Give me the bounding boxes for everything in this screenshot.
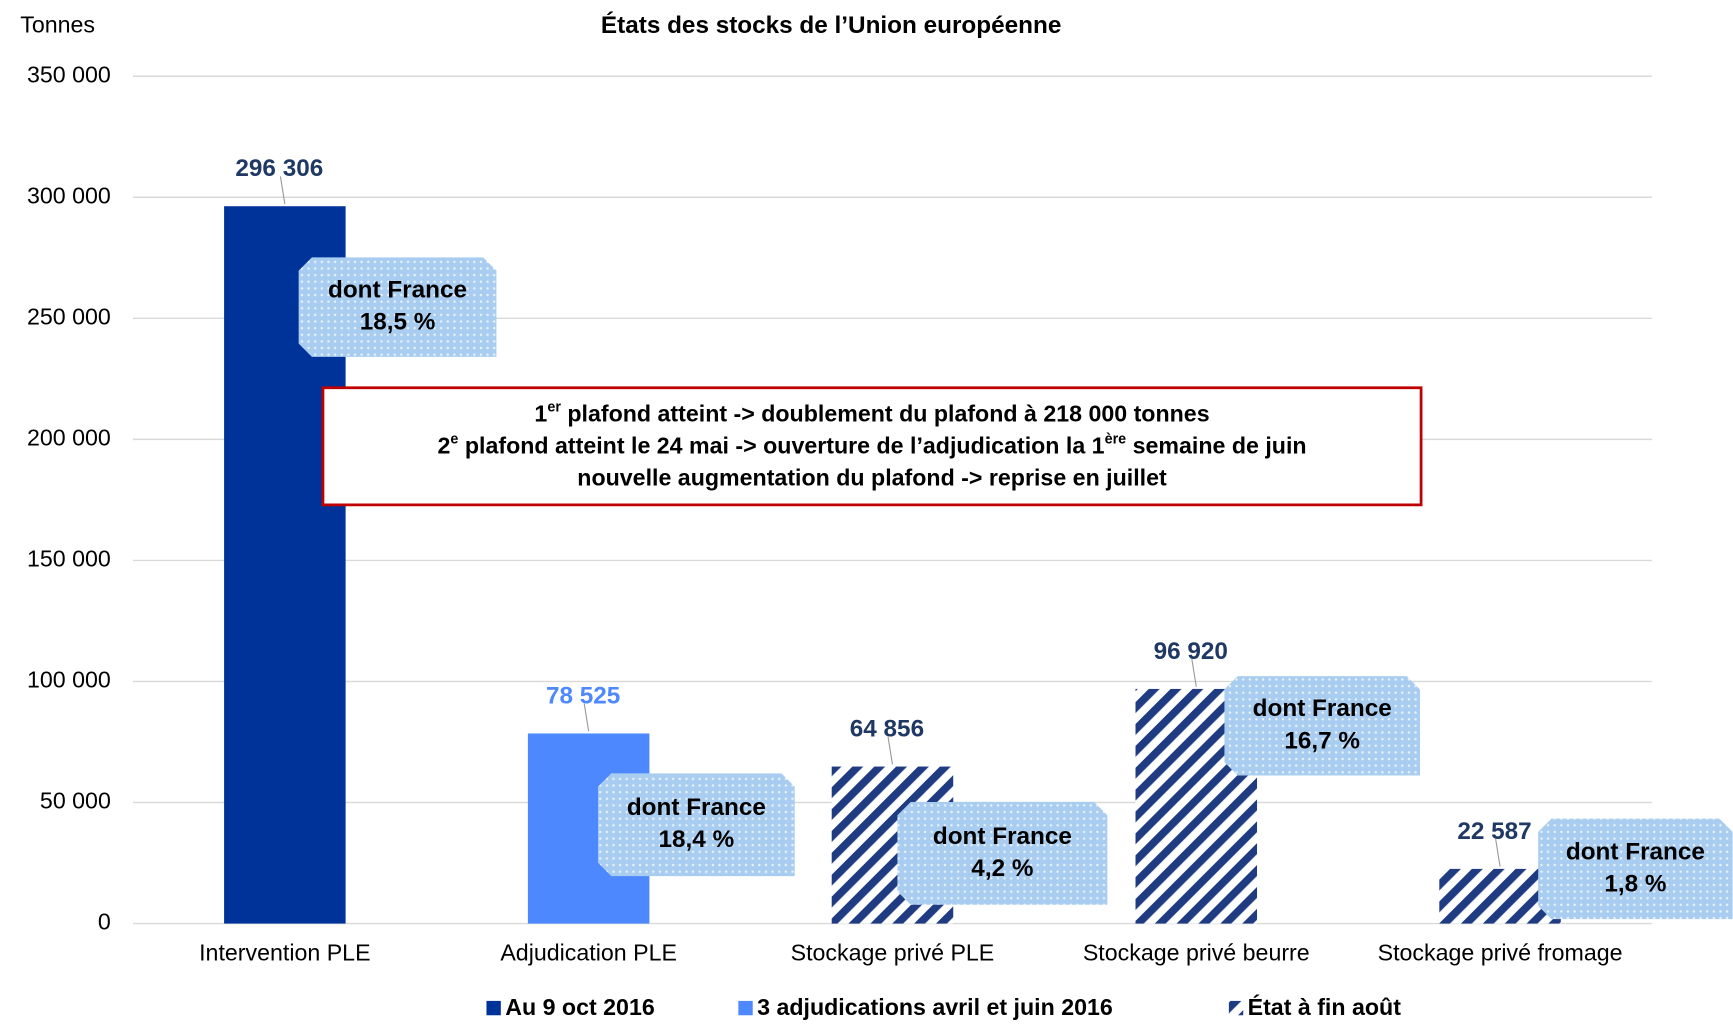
- y-tick-label: 50 000: [40, 788, 111, 814]
- x-tick-label: Stockage privé PLE: [791, 940, 995, 966]
- label-leader: [887, 736, 894, 765]
- callout-text: 1,8 %: [1604, 870, 1666, 897]
- note-superscript: ère: [1105, 431, 1127, 447]
- x-tick-label: Stockage privé fromage: [1378, 940, 1623, 966]
- x-tick-label: Adjudication PLE: [500, 940, 677, 966]
- callout-box: [1538, 818, 1733, 920]
- value-label: 22 587: [1457, 818, 1531, 845]
- y-tick-label: 100 000: [27, 667, 111, 693]
- note-segment: nouvelle augmentation du plafond -> repr…: [577, 465, 1167, 491]
- note-segment: plafond atteint -> doublement du plafond…: [561, 401, 1210, 427]
- note-segment: plafond atteint le 24 mai -> ouverture d…: [458, 433, 1104, 459]
- y-tick-label: 350 000: [27, 61, 111, 87]
- callout-text: dont France: [933, 823, 1072, 850]
- legend-label: État à fin août: [1248, 993, 1402, 1020]
- legend-label: Au 9 oct 2016: [505, 994, 655, 1020]
- note-superscript: er: [547, 399, 561, 415]
- callout-box: [598, 773, 795, 877]
- x-tick-label: Intervention PLE: [199, 940, 370, 966]
- y-tick-label: 0: [98, 909, 111, 935]
- value-label: 78 525: [546, 682, 620, 709]
- callout-text: dont France: [627, 794, 766, 821]
- legend-swatch: [738, 1000, 753, 1016]
- note-superscript: e: [450, 431, 458, 447]
- callout-box: [897, 802, 1108, 905]
- x-tick-label: Stockage privé beurre: [1083, 940, 1310, 966]
- callout-text: 4,2 %: [971, 855, 1033, 882]
- note-segment: semaine de juin: [1126, 433, 1306, 459]
- callout-text: dont France: [1566, 838, 1705, 865]
- chart-title: États des stocks de l’Union européenne: [601, 11, 1061, 39]
- y-tick-label: 150 000: [27, 546, 111, 572]
- legend-swatch: [486, 1000, 501, 1016]
- callout-text: 18,4 %: [659, 826, 735, 853]
- y-tick-label: 300 000: [27, 182, 111, 208]
- callout-text: 16,7 %: [1284, 727, 1360, 754]
- label-leader: [279, 176, 286, 205]
- callout-box: [298, 257, 497, 357]
- value-label: 64 856: [850, 716, 924, 743]
- legend-swatch: [1228, 1000, 1244, 1016]
- note-segment: 2: [438, 433, 451, 459]
- label-leader: [583, 703, 590, 732]
- value-label: 296 306: [235, 155, 323, 182]
- note-text: 1er plafond atteint -> doublement du pla…: [534, 399, 1209, 426]
- value-label: 96 920: [1154, 638, 1228, 665]
- label-leader: [1191, 659, 1197, 687]
- note-text: 2e plafond atteint le 24 mai -> ouvertur…: [438, 431, 1307, 458]
- y-axis-label: Tonnes: [20, 12, 95, 38]
- y-tick-label: 250 000: [27, 303, 111, 329]
- note-text: nouvelle augmentation du plafond -> repr…: [577, 465, 1167, 491]
- note-segment: 1: [534, 401, 547, 427]
- callout-box: [1224, 676, 1420, 776]
- label-leader: [1495, 838, 1501, 867]
- legend-label: 3 adjudications avril et juin 2016: [757, 994, 1113, 1020]
- callout-text: dont France: [1253, 695, 1392, 722]
- y-tick-label: 200 000: [27, 425, 111, 451]
- note-box: [321, 386, 1423, 507]
- callout-text: dont France: [328, 277, 467, 304]
- callout-text: 18,5 %: [360, 309, 436, 336]
